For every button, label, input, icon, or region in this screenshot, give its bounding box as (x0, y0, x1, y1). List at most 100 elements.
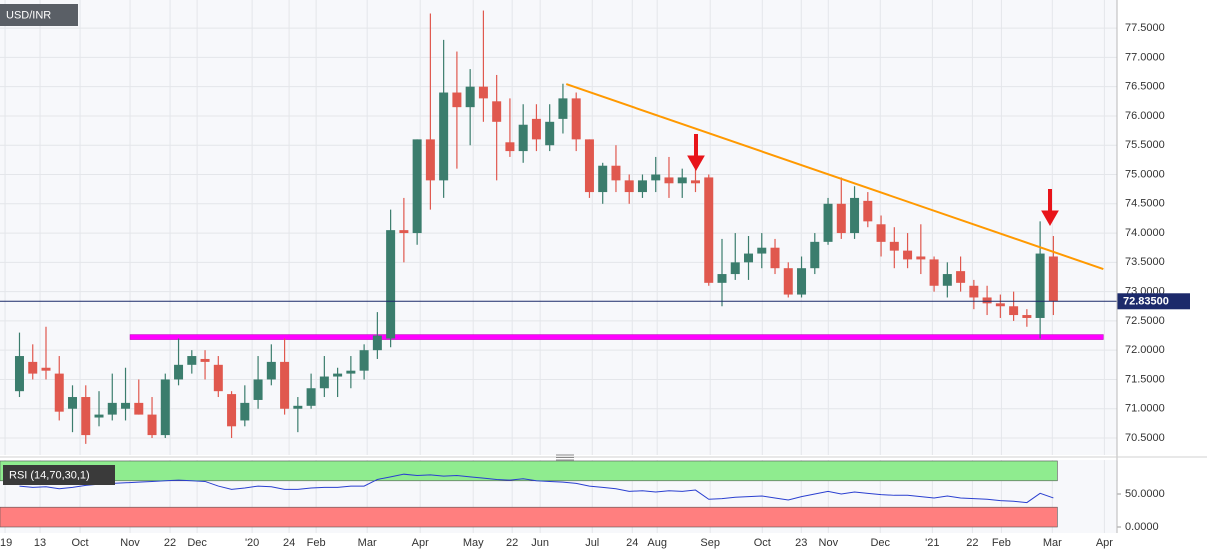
candle-body (253, 379, 263, 400)
candle-body (147, 414, 157, 436)
candle-body (598, 165, 608, 193)
candle-body (68, 397, 78, 409)
y-tick-label: 75.0000 (1125, 168, 1165, 180)
y-tick-label: 76.0000 (1125, 110, 1165, 122)
candle-body (266, 361, 276, 380)
y-tick-label: 72.5000 (1125, 315, 1165, 327)
y-tick-label: 50.0000 (1125, 488, 1165, 500)
annotation-arrow (687, 134, 705, 172)
candle-body (942, 274, 952, 286)
candle-body (452, 92, 462, 108)
candle-body (200, 358, 210, 362)
candle-body (439, 92, 449, 181)
y-tick-label: 72.0000 (1125, 344, 1165, 356)
x-tick-label: 24 (283, 537, 295, 549)
candle-body (121, 402, 131, 409)
candle-body (160, 379, 170, 436)
candle-body (174, 364, 184, 380)
candle-body (624, 180, 634, 193)
candle-body (783, 268, 793, 295)
y-tick-label: 76.5000 (1125, 81, 1165, 93)
x-tick-label: Feb (307, 537, 326, 549)
x-tick-label: Oct (71, 537, 88, 549)
y-tick-label: 73.5000 (1125, 256, 1165, 268)
candle-body (770, 247, 780, 269)
candle-body (293, 405, 303, 409)
x-tick-label: Dec (870, 537, 890, 549)
candle-body (54, 373, 64, 412)
candle-body (929, 259, 939, 286)
candle-body (28, 361, 38, 374)
candle-body (1009, 306, 1019, 316)
x-tick-label: May (463, 537, 484, 549)
indicator-box (3, 465, 115, 485)
candle-body (1048, 256, 1058, 302)
candle-body (850, 197, 860, 234)
candle-body (558, 98, 568, 119)
support-line (129, 334, 1104, 340)
candle-body (359, 350, 369, 371)
annotation-arrow (1041, 189, 1059, 227)
candle-body (836, 203, 846, 234)
x-tick-label: Oct (754, 537, 771, 549)
resize-handle[interactable] (556, 454, 574, 461)
candle-body (386, 230, 396, 339)
x-tick-label: Mar (358, 537, 377, 549)
candle-body (107, 402, 117, 415)
x-tick-label: Jun (531, 537, 549, 549)
candle-body (744, 253, 754, 263)
x-tick-label: Mar (1043, 537, 1062, 549)
candle-body (280, 361, 290, 409)
candle-body (14, 356, 24, 392)
x-tick-label: Nov (120, 537, 140, 549)
candle-body (333, 373, 343, 377)
x-tick-label: Sep (700, 537, 720, 549)
symbol-box (0, 4, 78, 26)
x-tick-label: Jul (585, 537, 599, 549)
x-tick-label: Dec (187, 537, 207, 549)
candle-body (797, 268, 807, 295)
x-tick-label: Aug (647, 537, 667, 549)
x-tick-label: 22 (164, 537, 176, 549)
x-tick-label: '21 (925, 537, 939, 549)
candle-body (41, 367, 51, 371)
candle-body (505, 142, 515, 152)
candle-body (637, 180, 647, 193)
indicator-title: RSI (14,70,30,1) (9, 469, 90, 481)
x-tick-label: 23 (795, 537, 807, 549)
candle-body (876, 224, 886, 242)
y-tick-label: 74.5000 (1125, 198, 1165, 210)
candle-body (346, 370, 356, 374)
candle-body (213, 364, 223, 392)
last-price-label: 72.83500 (1123, 296, 1169, 308)
y-tick-label: 71.0000 (1125, 403, 1165, 415)
candle-body (412, 139, 422, 234)
x-tick-label: 22 (966, 537, 978, 549)
candle-body (863, 200, 873, 222)
candle-body (1035, 253, 1045, 318)
chart-title: USD/INR (6, 9, 51, 21)
candle-body (94, 414, 104, 418)
x-tick-label: Apr (412, 537, 429, 549)
candle-body (399, 230, 409, 234)
candle-body (651, 174, 661, 181)
candle-body (1022, 315, 1032, 318)
candle-body (611, 165, 621, 181)
candle-body (545, 121, 555, 146)
overbought-zone (0, 460, 1058, 482)
candle-body (584, 139, 594, 193)
candle-body (995, 303, 1005, 307)
candle-body (889, 241, 899, 251)
candle-body (425, 139, 435, 181)
candle-body (518, 124, 528, 152)
x-tick-label: Feb (992, 537, 1011, 549)
candle-body (956, 271, 966, 283)
candle-body (717, 274, 727, 283)
candle-body (319, 376, 329, 389)
candle-body (571, 98, 581, 140)
candle-body (240, 402, 250, 421)
candle-body (969, 285, 979, 298)
candle-body (306, 388, 316, 406)
y-tick-label: 70.5000 (1125, 432, 1165, 444)
